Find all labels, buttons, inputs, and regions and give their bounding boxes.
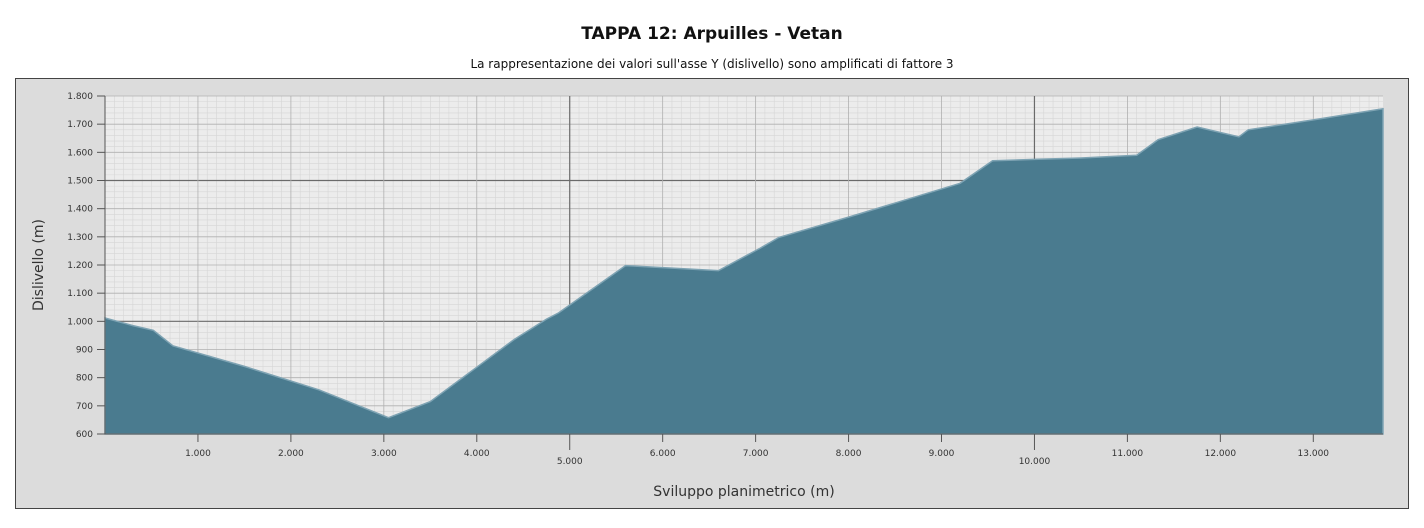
x-tick-label: 9.000 xyxy=(929,449,955,459)
x-tick-label: 3.000 xyxy=(371,449,397,459)
y-tick-label: 900 xyxy=(76,346,93,356)
chart-frame: 600 700 800 900 1.000 1.100 1.200 1.300 1.400 1.5… xyxy=(15,78,1409,509)
y-tick-label: 1.300 xyxy=(67,233,93,243)
y-tick-label: 1.100 xyxy=(67,289,93,299)
y-tick-label: 700 xyxy=(76,402,93,412)
x-tick-label: 2.000 xyxy=(278,449,304,459)
y-axis-label: Dislivello (m) xyxy=(31,219,47,311)
x-tick-label: 1.000 xyxy=(185,449,211,459)
x-tick-label: 4.000 xyxy=(464,449,490,459)
elevation-area xyxy=(104,107,1384,435)
x-tick-label: 7.000 xyxy=(743,449,769,459)
y-tick-label: 1.600 xyxy=(67,148,93,158)
chart-subtitle: La rappresentazione dei valori sull'asse… xyxy=(470,57,954,71)
x-tick-label: 11.000 xyxy=(1112,449,1144,459)
x-axis-label: Sviluppo planimetrico (m) xyxy=(653,484,834,500)
x-tick-label: 13.000 xyxy=(1298,449,1330,459)
x-tick-label: 6.000 xyxy=(650,449,676,459)
x-tick-label: 5.000 xyxy=(557,457,583,467)
axes: 600 700 800 900 1.000 1.100 1.200 1.300 1.400 1.5… xyxy=(67,92,1383,467)
y-tick-label: 1.200 xyxy=(67,261,93,271)
x-tick-label: 8.000 xyxy=(836,449,862,459)
chart-title: TAPPA 12: Arpuilles - Vetan xyxy=(581,24,843,44)
y-tick-label: 1.500 xyxy=(67,177,93,187)
elevation-profile-chart: 600 700 800 900 1.000 1.100 1.200 1.300 1.400 1.5… xyxy=(31,92,1384,500)
y-tick-label: 600 xyxy=(76,430,93,440)
y-tick-label: 1.800 xyxy=(67,92,93,102)
x-tick-label: 10.000 xyxy=(1019,457,1051,467)
y-tick-label: 1.400 xyxy=(67,205,93,215)
y-tick-label: 800 xyxy=(76,374,93,384)
y-tick-label: 1.700 xyxy=(67,120,93,130)
y-tick-label: 1.000 xyxy=(67,317,93,327)
x-tick-label: 12.000 xyxy=(1205,449,1237,459)
